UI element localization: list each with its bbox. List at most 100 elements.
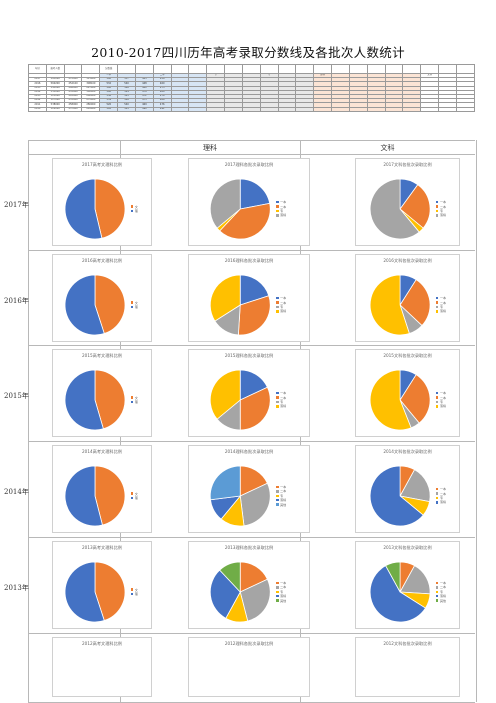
table-cell <box>331 64 350 74</box>
chart-title: 2015文科各批次录取比例 <box>383 353 432 358</box>
pie-slice <box>399 279 431 327</box>
legend-item: 专 <box>436 400 446 404</box>
table-cell <box>348 106 368 112</box>
legend-item: 专 <box>276 494 286 498</box>
legend-label: 专 <box>280 400 284 404</box>
legend-swatch <box>131 205 134 208</box>
pie-chart <box>369 369 431 431</box>
table-cell <box>206 106 226 112</box>
legend-item: 二本 <box>436 205 446 209</box>
pie-chart <box>369 274 431 336</box>
pie-slice <box>385 561 401 593</box>
legend-label: 理 <box>134 496 138 500</box>
legend-item: 二本 <box>276 585 286 589</box>
pie-chart <box>64 274 126 336</box>
legend-swatch <box>131 301 134 304</box>
pie-chart-card: 2016文科各批次录取比例 一本 二本专落榜 <box>355 254 460 342</box>
legend-label: 文 <box>134 395 138 400</box>
table-cell <box>455 64 476 74</box>
pie-chart-card: 2016高考文理科比例文理 <box>52 254 152 342</box>
legend-label: 专 <box>439 305 443 309</box>
page-title: 2010-2017四川历年高考录取分数线及各批次人数统计 <box>91 45 405 60</box>
legend-swatch <box>436 205 439 208</box>
legend-label: 专 <box>280 493 284 498</box>
legend-swatch <box>276 391 279 395</box>
legend-item: 文 <box>131 205 138 209</box>
legend-item: 二本 <box>276 301 286 305</box>
legend-swatch <box>276 586 279 589</box>
pie-slice <box>219 561 241 594</box>
pie-chart-card: 2017理科各批次录取比例 一本 二本专落榜 <box>188 158 310 246</box>
pie-slice <box>209 569 241 619</box>
legend-swatch <box>276 599 279 602</box>
table-cell <box>402 106 422 112</box>
chart-title: 2017文科各批次录取比例 <box>383 162 432 167</box>
table-cell <box>402 64 422 74</box>
legend-item: 二本 <box>436 585 446 589</box>
legend-item: 落榜 <box>436 213 446 217</box>
legend-item: 一本 <box>276 296 286 300</box>
legend-item: 专 <box>436 590 446 594</box>
table-cell <box>170 106 190 112</box>
pie-chart <box>209 561 271 623</box>
legend-swatch <box>436 209 439 213</box>
legend-label: 一本 <box>280 391 287 396</box>
legend-swatch <box>276 595 279 598</box>
legend-label: 二本 <box>280 204 287 209</box>
legend-swatch <box>276 499 279 502</box>
legend-label: 落榜 <box>280 309 287 314</box>
charts-grid <box>28 140 477 702</box>
pie-chart <box>64 369 126 431</box>
table-row: 2015 545000 248000 297000 540 546 440 473 <box>28 85 476 91</box>
legend-label: 专 <box>280 589 284 594</box>
legend-label: 落榜 <box>439 594 446 599</box>
pie-slice <box>369 274 410 336</box>
pie-chart-card: 2015高考文理科比例文理 <box>52 349 152 437</box>
chart-title: 2014文科各批次录取比例 <box>383 449 432 454</box>
pie-slice <box>209 465 241 501</box>
chart-legend: 一本 二本专落榜 <box>276 391 286 409</box>
legend-item: 二本 <box>276 396 286 400</box>
chart-title: 2015理科各批次录取比例 <box>224 353 274 358</box>
table-cell <box>420 64 440 74</box>
chart-legend: 一本 二本专落榜 其他 <box>436 581 446 603</box>
legend-swatch <box>276 396 279 399</box>
legend-swatch <box>436 405 439 408</box>
table-cell <box>241 64 261 74</box>
pie-chart-card: 2012理科各批次录取比例 <box>188 637 310 697</box>
legend-swatch <box>276 400 279 404</box>
legend-label: 二本 <box>439 585 446 590</box>
legend-item: 专 <box>276 209 286 213</box>
table-cell <box>438 106 457 112</box>
legend-swatch <box>436 301 439 304</box>
pie-chart <box>64 178 126 240</box>
table-cell <box>295 64 315 74</box>
legend-swatch <box>436 200 439 204</box>
legend-label: 专 <box>439 496 443 500</box>
pie-chart-card: 2014文科各批次录取比例一本 二本专落榜 <box>355 445 460 533</box>
pie-slice <box>94 561 126 622</box>
pie-slice <box>94 178 126 239</box>
legend-label: 理 <box>134 400 138 404</box>
table-cell: 491 <box>152 106 172 112</box>
legend-item: 理 <box>131 209 138 213</box>
legend-label: 专 <box>439 400 443 404</box>
legend-label: 二本 <box>439 204 446 209</box>
legend-item: 专 <box>276 305 286 309</box>
table-cell <box>277 64 297 74</box>
chart-legend: 一本 二本专落榜 <box>436 487 446 505</box>
legend-item: 理 <box>131 305 138 309</box>
legend-label: 一本 <box>439 296 446 301</box>
pie-slice <box>239 578 271 622</box>
pie-slice <box>219 202 271 240</box>
legend-label: 二本 <box>280 585 287 590</box>
legend-label: 一本 <box>439 200 446 205</box>
pie-slice <box>399 374 431 424</box>
legend-swatch <box>276 296 279 300</box>
legend-swatch <box>436 214 439 217</box>
chart-title: 2012理科各批次录取比例 <box>224 641 274 646</box>
pie-chart <box>369 178 431 240</box>
legend-swatch <box>276 405 279 408</box>
legend-swatch <box>436 310 439 313</box>
legend-item: 一本 <box>436 581 446 585</box>
